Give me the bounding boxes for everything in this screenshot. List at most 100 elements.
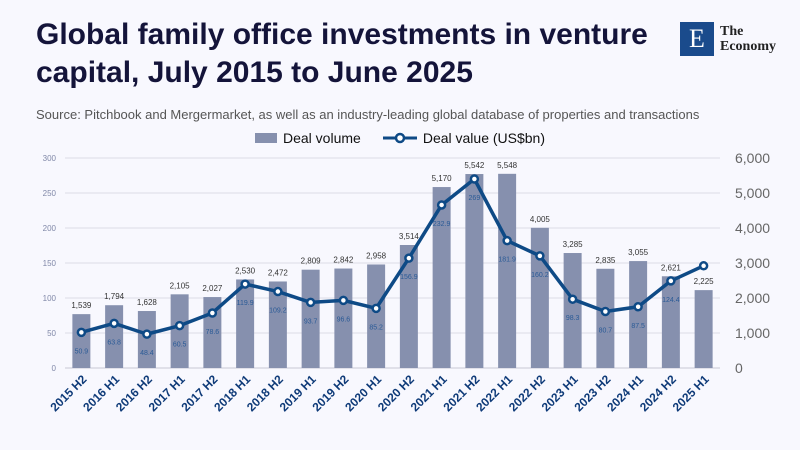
line-point — [666, 276, 676, 286]
line-data-label: 232.9 — [433, 221, 451, 228]
bar-data-label: 2,842 — [333, 256, 354, 265]
logo-line1: The — [720, 24, 744, 39]
line-data-label: 50.9 — [75, 348, 89, 355]
bar — [629, 261, 648, 368]
right-tick-label: 2,000 — [735, 290, 770, 306]
line-point — [273, 286, 283, 297]
line-data-label: 60.5 — [173, 342, 187, 349]
line-point — [502, 235, 512, 246]
bar — [236, 279, 255, 368]
bar-data-label: 4,005 — [530, 215, 551, 224]
right-tick-label: 5,000 — [735, 185, 770, 201]
bar — [432, 187, 451, 368]
line-point — [142, 329, 152, 339]
logo-mark: E — [680, 22, 714, 56]
legend-bar: Deal volume — [255, 130, 361, 146]
right-tick-label: 4,000 — [735, 220, 770, 236]
line-data-label: 63.8 — [107, 339, 121, 346]
legend: Deal volume Deal value (US$bn) — [0, 130, 800, 146]
line-point — [404, 253, 414, 263]
line-data-label: 156.9 — [400, 274, 418, 281]
legend-bar-swatch — [255, 133, 277, 143]
line-data-label: 160.2 — [531, 272, 549, 279]
line-point — [305, 297, 316, 308]
legend-line: Deal value (US$bn) — [382, 130, 545, 146]
line-point — [338, 295, 349, 306]
bar-data-label: 2,472 — [268, 268, 289, 277]
line-series — [80, 177, 705, 336]
bar — [105, 305, 124, 368]
left-tick-label: 100 — [43, 294, 57, 303]
line-point — [371, 303, 381, 314]
line-point — [698, 261, 709, 271]
bar — [72, 314, 91, 368]
bar-data-label: 5,548 — [497, 161, 518, 170]
bar — [596, 268, 615, 368]
bar — [563, 253, 582, 368]
line-data-label: 181.9 — [498, 257, 516, 264]
bar-data-label: 2,958 — [366, 251, 387, 260]
bar-data-label: 1,628 — [137, 298, 158, 307]
line-data-label: 80.7 — [599, 328, 613, 335]
bar — [465, 174, 484, 368]
left-tick-label: 150 — [43, 259, 57, 268]
logo-line2: Economy — [720, 39, 776, 54]
line-data-label: 96.6 — [337, 316, 351, 323]
bar-data-label: 3,055 — [628, 248, 649, 257]
right-tick-label: 3,000 — [735, 255, 770, 271]
bar — [301, 269, 320, 368]
line-data-label: 87.5 — [631, 323, 645, 330]
line-data-label: 119.9 — [237, 300, 254, 307]
line-data-label: 124.4 — [662, 297, 680, 304]
line-data-label: 269 — [469, 195, 481, 202]
left-tick-label: 300 — [43, 154, 57, 163]
logo: E The Economy — [680, 22, 776, 56]
legend-line-swatch — [382, 132, 417, 144]
bar-data-label: 1,539 — [71, 301, 92, 310]
legend-line-label: Deal value (US$bn) — [422, 130, 545, 146]
bar-data-label: 2,530 — [235, 266, 256, 275]
bar-data-label: 2,105 — [170, 281, 191, 290]
bar-data-label: 2,809 — [301, 257, 322, 266]
line-point — [436, 200, 447, 210]
right-tick-label: 0 — [735, 360, 743, 376]
source-note: Source: Pitchbook and Mergermarket, as w… — [36, 107, 700, 122]
bar-data-label: 2,835 — [595, 256, 616, 265]
legend-bar-label: Deal volume — [283, 130, 361, 146]
line-point — [174, 320, 185, 331]
bar-data-label: 2,621 — [661, 263, 682, 272]
line-point — [469, 174, 480, 184]
line-point — [76, 327, 87, 338]
line-point — [633, 302, 643, 312]
left-tick-label: 200 — [43, 224, 57, 233]
bar-data-label: 2,225 — [694, 277, 715, 286]
chart-title: Global family office investments in vent… — [36, 18, 648, 89]
bar — [170, 294, 189, 368]
left-tick-label: 250 — [43, 189, 57, 198]
bar — [399, 245, 418, 368]
bar — [367, 264, 386, 368]
line-data-label: 85.2 — [369, 324, 383, 331]
bar — [268, 281, 287, 368]
x-tick-label: 2025 H1 — [670, 372, 712, 414]
line-data-label: 78.6 — [206, 329, 220, 336]
bar-data-label: 1,794 — [104, 292, 125, 301]
line-point — [600, 306, 611, 317]
bar-data-label: 3,285 — [563, 240, 584, 249]
right-tick-label: 1,000 — [735, 325, 770, 341]
line-point — [240, 279, 250, 289]
bar — [530, 227, 549, 368]
line-data-label: 98.3 — [566, 315, 580, 322]
bar — [661, 276, 680, 368]
line-point — [535, 251, 545, 261]
bar — [694, 290, 713, 368]
line-point — [567, 294, 578, 304]
line-point — [207, 308, 218, 318]
bar-data-label: 2,027 — [202, 284, 223, 293]
bar-data-label: 5,542 — [464, 161, 485, 170]
line-data-label: 109.2 — [269, 308, 287, 315]
left-tick-label: 50 — [47, 329, 56, 338]
bar-data-label: 3,514 — [399, 232, 420, 241]
bar — [137, 311, 156, 368]
